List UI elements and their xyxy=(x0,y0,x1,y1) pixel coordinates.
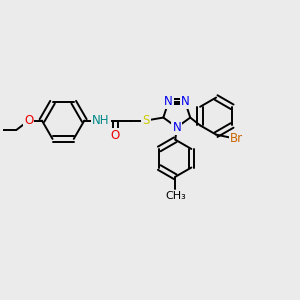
Text: N: N xyxy=(181,95,190,108)
Text: N: N xyxy=(172,121,181,134)
Text: NH: NH xyxy=(92,114,110,127)
Text: S: S xyxy=(142,114,150,127)
Text: O: O xyxy=(24,114,33,127)
Text: Br: Br xyxy=(230,132,243,145)
Text: N: N xyxy=(164,95,173,108)
Text: CH₃: CH₃ xyxy=(165,190,186,201)
Text: O: O xyxy=(111,129,120,142)
